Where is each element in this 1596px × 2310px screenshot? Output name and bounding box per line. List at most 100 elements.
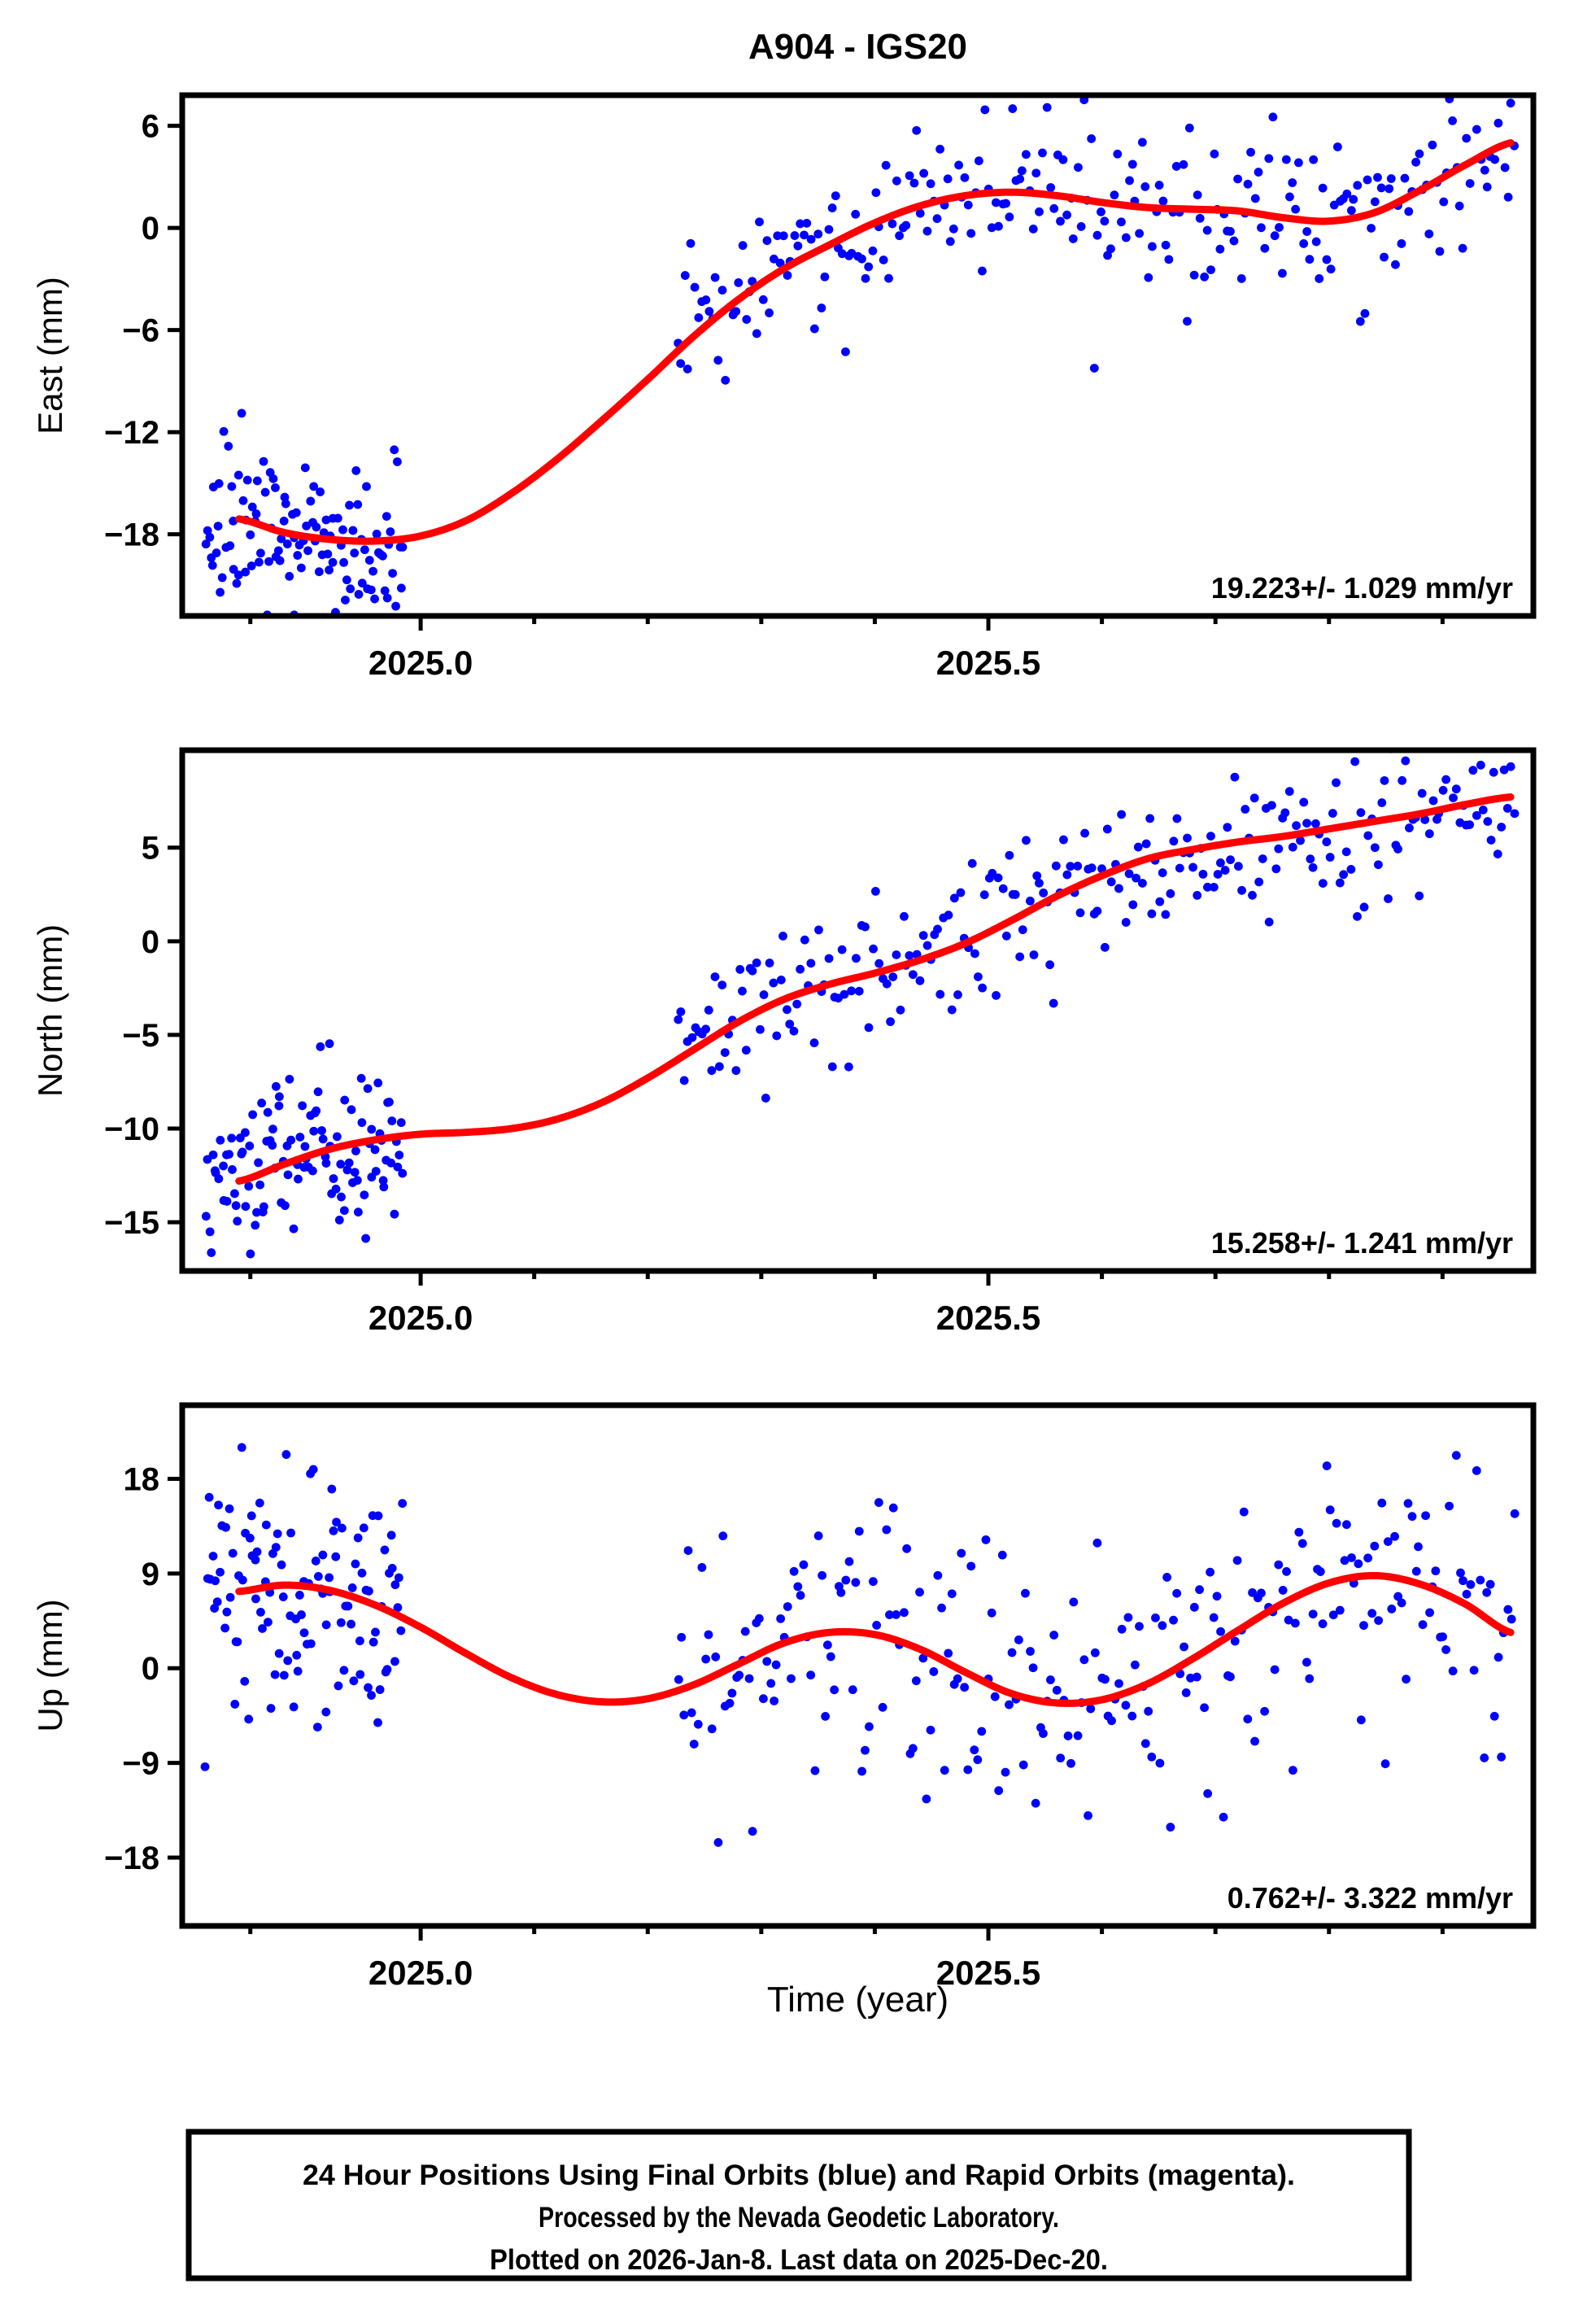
y-axis-label: Up (mm) [31,1599,69,1731]
data-point [375,1685,385,1694]
data-point [1476,760,1485,770]
data-point [1135,1622,1144,1631]
data-point [1350,757,1360,766]
data-point [881,160,891,170]
data-point [214,478,224,488]
data-point [387,1116,397,1125]
data-point [1472,810,1481,820]
data-point [289,1702,299,1712]
data-point [674,1675,683,1684]
data-point [715,1062,724,1072]
data-point [258,1624,267,1633]
data-point [820,272,830,282]
y-axis-label: East (mm) [31,277,69,434]
data-point [1284,1615,1293,1625]
data-point [256,1607,265,1617]
data-point [203,526,212,535]
data-point [1029,950,1039,959]
data-point [286,1528,295,1538]
data-point [208,1150,218,1159]
data-point [1284,787,1294,797]
data-point [911,1676,921,1686]
data-point [1490,155,1499,164]
data-point [257,1098,267,1108]
data-point [1267,801,1276,810]
data-point [1499,765,1509,775]
data-point [870,886,880,896]
data-point [244,1181,254,1191]
data-point [312,522,321,532]
data-point [997,1550,1007,1560]
data-point [974,156,983,166]
data-point [378,551,387,561]
data-point [731,1066,741,1076]
data-point [214,1174,224,1184]
data-point [762,236,772,246]
data-point [1203,882,1212,892]
data-point [217,573,227,583]
data-point [1370,843,1380,853]
data-point [1018,1760,1028,1770]
data-point [1315,274,1324,283]
data-point [922,1794,931,1804]
data-point [1294,158,1303,168]
data-point [1386,174,1396,183]
data-point [1074,163,1083,172]
data-point [368,566,377,576]
data-point [1114,1679,1123,1688]
data-point [1022,836,1031,845]
data-point [1237,885,1246,895]
data-point [222,1197,232,1206]
data-point [1195,213,1205,223]
data-point [296,563,306,573]
data-point [1494,118,1503,128]
data-point [1158,1621,1167,1631]
data-point [1161,240,1171,250]
data-point [765,308,774,317]
data-point [1232,1556,1242,1565]
data-point [364,556,374,565]
data-point [727,1688,737,1698]
data-point [370,1145,380,1155]
data-point [1241,805,1250,814]
data-point [1052,1685,1062,1695]
data-point [216,1135,225,1145]
data-point [385,1098,394,1107]
data-point [271,483,280,492]
data-point [1031,168,1041,178]
data-point [1230,772,1240,782]
data-point [251,1594,260,1604]
data-point [214,1500,223,1510]
data-point [800,935,809,945]
y-tick-label: −10 [104,1111,159,1147]
data-point [922,941,932,950]
data-point [354,1207,363,1217]
data-point [341,596,350,605]
data-point [1328,1610,1338,1620]
data-point [789,1026,799,1036]
data-point [371,1167,381,1176]
data-point [963,200,973,210]
data-point [1007,1648,1017,1657]
data-point [960,172,970,182]
data-point [720,1048,730,1057]
data-point [758,295,768,304]
data-point [1226,1672,1235,1682]
data-point [1192,1672,1201,1682]
x-tick-label: 2025.0 [368,1299,473,1337]
data-point [799,1560,809,1570]
y-tick-label: 6 [142,109,159,145]
data-point [221,1522,230,1532]
data-point [1039,889,1049,897]
data-point [1130,1660,1140,1670]
data-point [220,1623,230,1633]
data-point [255,1180,265,1190]
data-point [393,1162,403,1172]
data-point [1278,1586,1288,1595]
data-point [772,1031,782,1041]
data-point [837,249,847,259]
x-axis-label: Time (year) [767,1980,948,2020]
data-point [201,1212,211,1221]
data-point [908,970,918,980]
data-point [333,513,342,523]
